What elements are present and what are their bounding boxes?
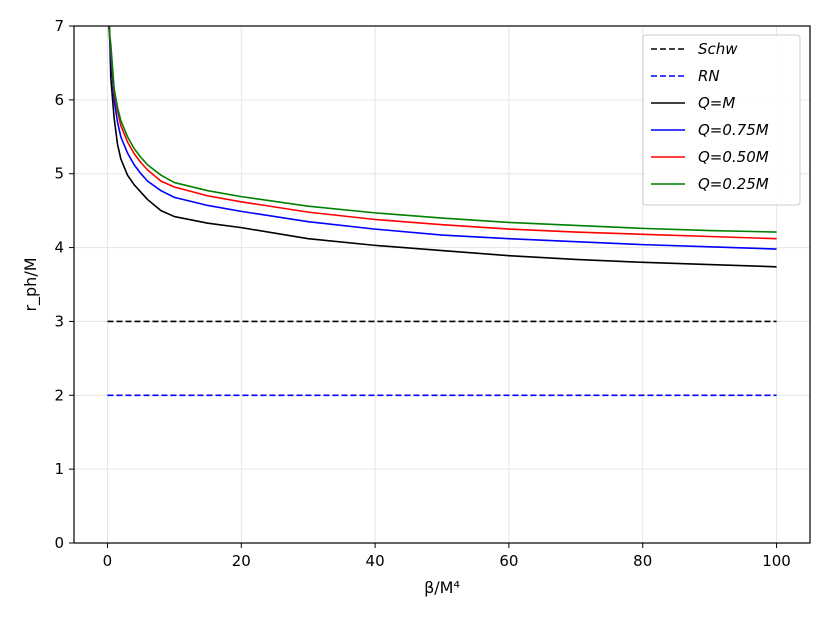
x-tick-label: 0 bbox=[103, 552, 113, 570]
legend-label-2: Q=M bbox=[698, 94, 735, 112]
series-line-5 bbox=[107, 25, 777, 233]
y-axis-label: r_ph/M bbox=[21, 257, 41, 311]
x-tick-label: 60 bbox=[499, 552, 518, 570]
y-tick-label: 1 bbox=[54, 460, 64, 478]
x-tick-label: 20 bbox=[232, 552, 251, 570]
legend-label-3: Q=0.75M bbox=[698, 121, 769, 139]
x-axis-label: β/M⁴ bbox=[424, 578, 460, 597]
series-line-3 bbox=[107, 25, 777, 250]
x-tick-label: 40 bbox=[366, 552, 385, 570]
legend-label-0: Schw bbox=[698, 40, 738, 58]
plot-frame bbox=[73, 25, 811, 544]
x-tick-label: 80 bbox=[633, 552, 652, 570]
legend-label-5: Q=0.25M bbox=[698, 175, 769, 193]
y-tick-label: 7 bbox=[54, 17, 64, 35]
legend: Schw RN Q=M Q=0.75M Q=0.50M Q=0.25M bbox=[642, 34, 801, 206]
series-line-2 bbox=[108, 25, 777, 268]
legend-box bbox=[642, 34, 801, 206]
y-tick-label: 4 bbox=[54, 239, 64, 257]
x-tick-label: 100 bbox=[762, 552, 791, 570]
plot-series bbox=[107, 25, 777, 397]
y-tick-label: 2 bbox=[54, 386, 64, 404]
y-tick-label: 0 bbox=[54, 534, 64, 552]
series-line-4 bbox=[107, 25, 777, 240]
legend-label-4: Q=0.50M bbox=[698, 148, 769, 166]
y-tick-label: 6 bbox=[54, 91, 64, 109]
axis-ticks: 0 20 40 60 80 100 0 1 2 3 4 5 6 7 bbox=[54, 17, 790, 570]
legend-label-1: RN bbox=[698, 67, 720, 85]
y-tick-label: 3 bbox=[54, 312, 64, 330]
y-tick-label: 5 bbox=[54, 165, 64, 183]
